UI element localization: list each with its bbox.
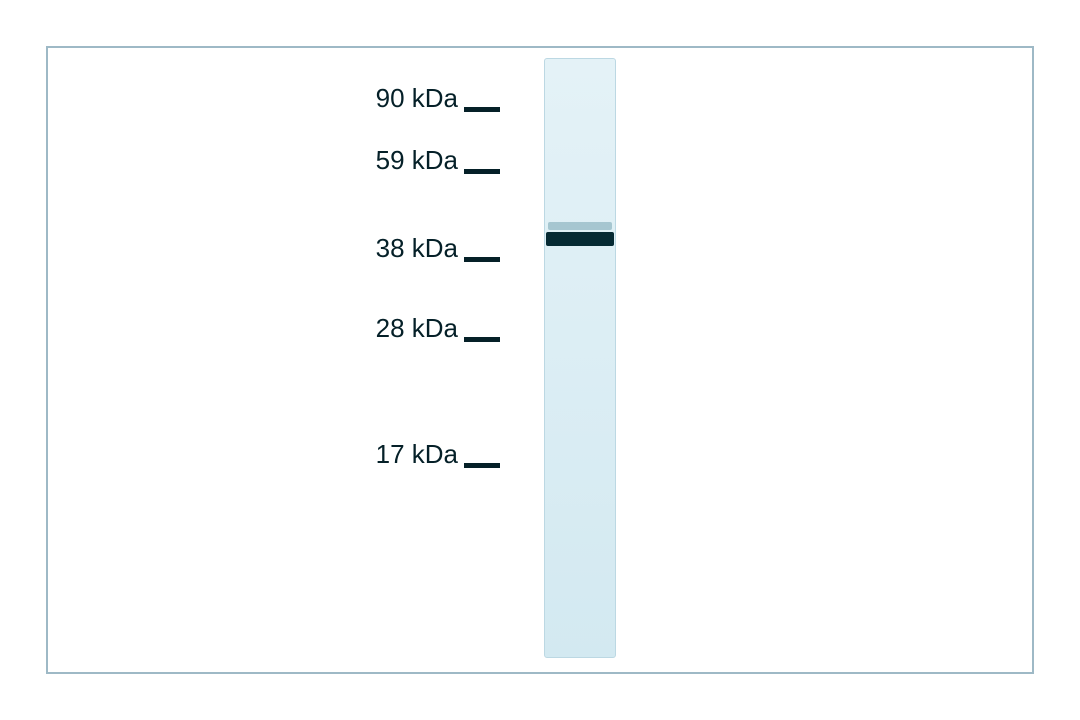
- mw-marker-tick: [464, 463, 500, 468]
- mw-marker-label: 17 kDa: [376, 439, 464, 470]
- protein-band: [546, 232, 614, 246]
- mw-marker-tick: [464, 337, 500, 342]
- mw-marker-tick: [464, 169, 500, 174]
- blot-figure: 90 kDa 59 kDa 38 kDa 28 kDa 17 kDa: [0, 0, 1080, 720]
- mw-marker: 28 kDa: [120, 311, 500, 345]
- gel-lane: [544, 58, 616, 658]
- mw-marker-label: 28 kDa: [376, 313, 464, 344]
- plot-area: 90 kDa 59 kDa 38 kDa 28 kDa 17 kDa: [120, 56, 960, 660]
- mw-marker: 17 kDa: [120, 437, 500, 471]
- protein-band: [548, 222, 612, 230]
- mw-marker-label: 90 kDa: [376, 83, 464, 114]
- mw-marker-label: 59 kDa: [376, 145, 464, 176]
- mw-marker-tick: [464, 257, 500, 262]
- mw-marker: 59 kDa: [120, 143, 500, 177]
- mw-marker: 38 kDa: [120, 231, 500, 265]
- mw-marker: 90 kDa: [120, 81, 500, 115]
- mw-marker-label: 38 kDa: [376, 233, 464, 264]
- mw-marker-tick: [464, 107, 500, 112]
